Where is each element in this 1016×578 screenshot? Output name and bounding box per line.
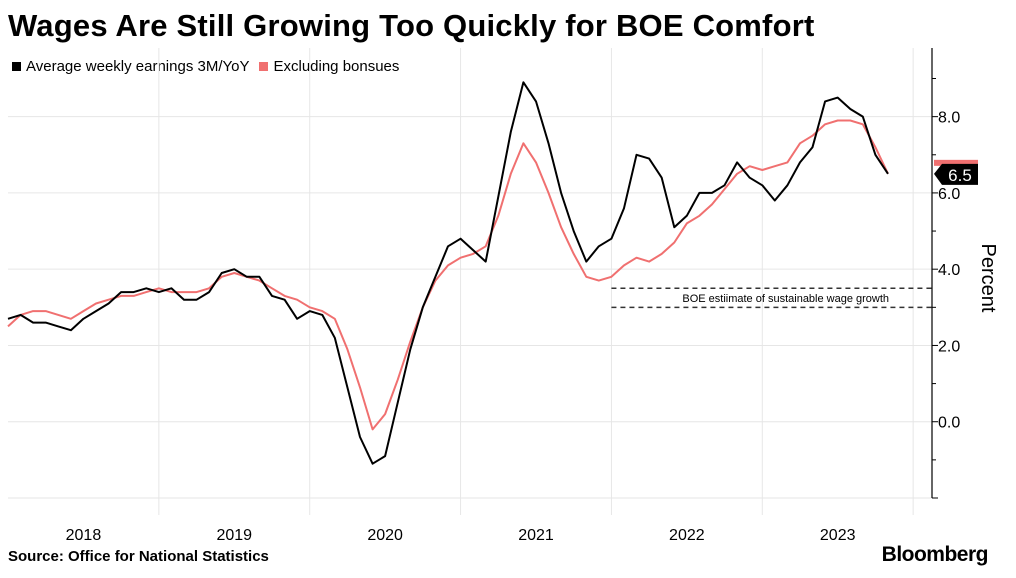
y-axis: 0.0 2.0 4.0 6.0 8.0 Percent	[931, 48, 999, 499]
series-lines	[7, 81, 889, 465]
legend-swatch-black	[12, 62, 21, 71]
callout-value: 6.5	[948, 166, 972, 185]
y-tick-label: 6.0	[938, 186, 960, 203]
x-tick-label: 2023	[820, 527, 856, 544]
last-value-callout: 6.5	[934, 159, 978, 185]
legend-item-average-weekly-earnings: Average weekly earnings 3M/YoY	[8, 56, 255, 77]
reference-band-label: BOE estiimate of sustainable wage growth	[682, 293, 889, 305]
y-tick-label: 0.0	[938, 415, 960, 432]
x-tick-label: 2020	[367, 527, 403, 544]
x-tick-label: 2018	[66, 527, 102, 544]
x-tick-label: 2021	[518, 527, 554, 544]
y-tick-label: 4.0	[938, 262, 960, 279]
series-line-1	[7, 119, 889, 431]
x-tick-label: 2019	[216, 527, 252, 544]
y-tick-label: 8.0	[938, 110, 960, 127]
y-axis-title: Percent	[977, 244, 999, 313]
gridlines	[8, 116, 932, 499]
x-tick-label: 2022	[669, 527, 705, 544]
y-tick-label: 2.0	[938, 338, 960, 355]
callout-red-bar	[934, 159, 978, 166]
callout-black-tag	[934, 163, 978, 185]
source-note: Source: Office for National Statistics	[8, 548, 269, 565]
legend-swatch-red	[259, 62, 269, 71]
legend: Average weekly earnings 3M/YoY Excluding…	[8, 56, 406, 77]
legend-item-excluding-bonuses: Excluding bonsues	[255, 56, 405, 77]
series-line-0	[7, 81, 889, 465]
brand-logo: Bloomberg	[881, 543, 989, 566]
x-axis: 2018 2019 2020 2021 2022 2023	[66, 527, 856, 544]
legend-label: Excluding bonsues	[273, 58, 400, 75]
year-separators	[158, 48, 914, 515]
legend-label: Average weekly earnings 3M/YoY	[26, 58, 250, 75]
reference-band: BOE estiimate of sustainable wage growth	[611, 287, 932, 309]
chart-title: Wages Are Still Growing Too Quickly for …	[8, 8, 815, 43]
